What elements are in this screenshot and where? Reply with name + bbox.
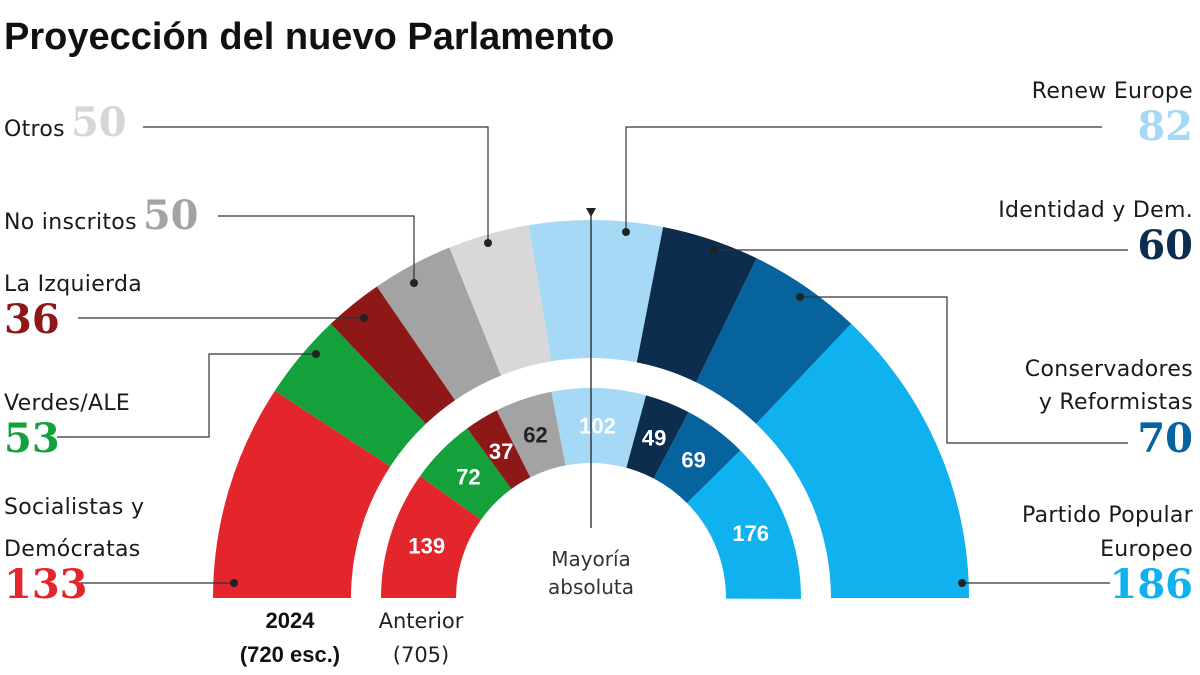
- label-verdes: Verdes/ALE: [4, 391, 130, 416]
- inner-wedge-ni: [496, 391, 566, 478]
- leader-ni: [218, 215, 415, 283]
- outer-ring-label: 2024: [266, 608, 316, 633]
- inner-wedge-greens: [420, 428, 512, 520]
- outer-wedge-others: [449, 225, 552, 376]
- inner-ring-previous: [381, 388, 801, 599]
- seats-verdes: 53: [4, 415, 60, 462]
- inner-value-left: 37: [489, 439, 513, 464]
- inner-ring-label: Anterior: [379, 609, 464, 633]
- outer-ring-2024: [213, 220, 969, 598]
- outer-wedge-sd: [213, 390, 391, 598]
- inner-value-renew: 102: [579, 414, 616, 439]
- outer-ring-sublabel: (720 esc.): [240, 642, 340, 667]
- inner-wedge-renew: [551, 388, 647, 468]
- seats-sd: 133: [4, 561, 88, 608]
- inner-wedge-epp: [686, 450, 801, 599]
- leader-dots: [230, 228, 966, 587]
- majority-label-2: absoluta: [548, 575, 634, 599]
- leader-renew: [625, 126, 1102, 232]
- inner-ring-sublabel: (705): [393, 643, 449, 667]
- seats-ecr: 70: [1137, 415, 1193, 462]
- inner-value-sd: 139: [408, 533, 445, 558]
- label-renew: Renew Europe: [1032, 79, 1193, 104]
- inner-value-ni: 62: [523, 423, 547, 448]
- seats-renew: 82: [1137, 103, 1193, 150]
- label-sd-1: Socialistas y: [4, 495, 144, 520]
- outer-wedge-renew: [528, 220, 664, 363]
- label-no-inscritos: No inscritos 50: [4, 192, 199, 239]
- outer-wedge-ecr: [696, 258, 852, 424]
- inner-wedge-id: [626, 395, 689, 479]
- label-otros: Otros 50: [4, 99, 127, 146]
- leader-ecr: [800, 296, 1128, 444]
- outer-wedge-ni: [376, 247, 502, 401]
- seats-epp: 186: [1110, 561, 1194, 608]
- outer-wedge-greens: [274, 323, 426, 467]
- majority-label-1: Mayoría: [551, 547, 631, 571]
- inner-value-epp: 176: [732, 521, 769, 546]
- label-ecr-1: Conservadores: [1025, 357, 1193, 382]
- seats-la-izquierda: 36: [4, 296, 60, 343]
- outer-wedge-id: [636, 226, 757, 383]
- inner-wedge-ecr: [653, 412, 741, 504]
- inner-wedge-left: [467, 410, 531, 489]
- inner-value-greens: 72: [456, 465, 480, 490]
- leader-greens: [57, 353, 316, 438]
- majority-arrow: [586, 208, 596, 217]
- leader-otros: [143, 126, 489, 243]
- outer-wedge-epp: [756, 323, 969, 598]
- label-la-izquierda: La Izquierda: [4, 272, 142, 297]
- label-ecr-2: y Reformistas: [1039, 390, 1193, 415]
- label-id: Identidad y Dem.: [998, 198, 1193, 223]
- inner-ring-labels: 139 72 37 62 102 49 69 176: [408, 414, 769, 559]
- inner-value-ecr: 69: [681, 447, 705, 472]
- chart-title: Proyección del nuevo Parlamento: [4, 16, 614, 58]
- inner-value-id: 49: [642, 425, 666, 450]
- seats-id: 60: [1137, 222, 1193, 269]
- inner-wedge-sd: [381, 476, 482, 598]
- label-epp-2: Europeo: [1100, 537, 1193, 562]
- leader-lines: [57, 126, 1128, 584]
- label-epp-1: Partido Popular: [1022, 503, 1194, 528]
- label-sd-2: Demócratas: [4, 537, 141, 562]
